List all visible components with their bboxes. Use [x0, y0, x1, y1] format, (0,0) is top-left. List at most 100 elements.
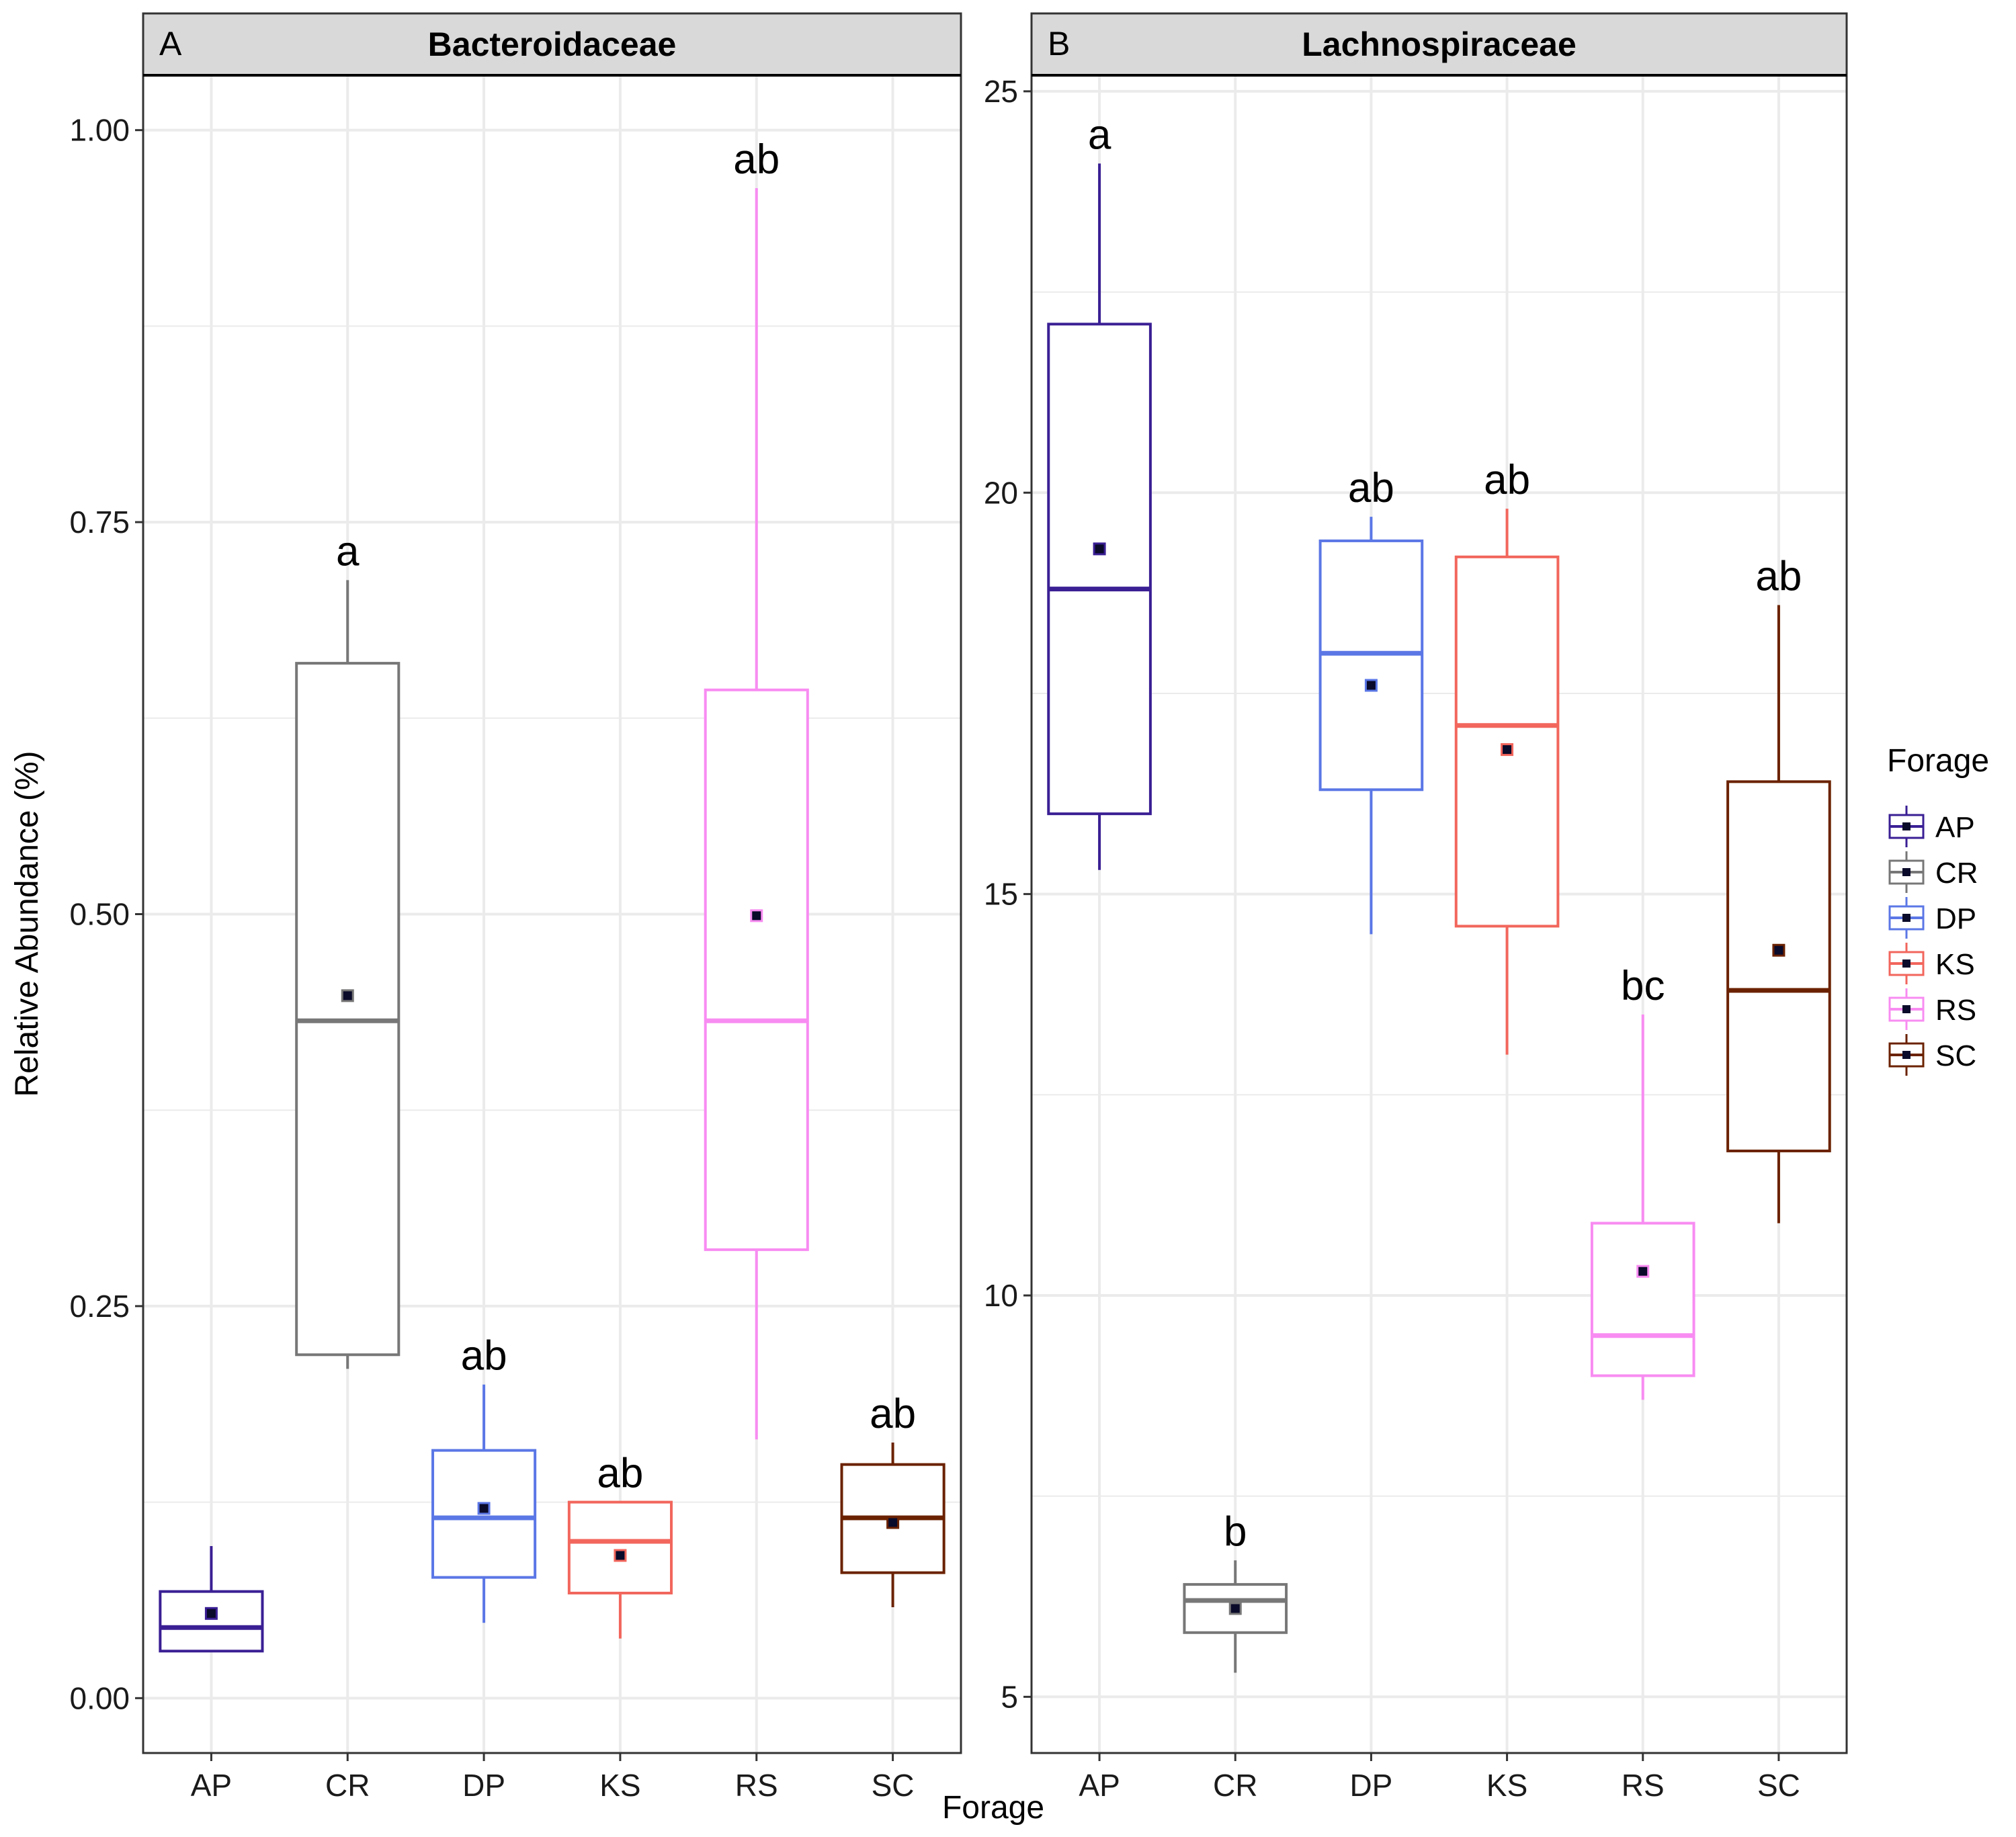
strip-background	[1030, 12, 1848, 77]
x-tick-label: DP	[1349, 1768, 1392, 1803]
box-sc: ab	[840, 1391, 946, 1607]
box-iqr	[1318, 539, 1424, 792]
box-dp: ab	[431, 1333, 537, 1623]
panel-title: Bacteroidaceae	[428, 26, 677, 63]
box-iqr	[704, 688, 809, 1251]
legend-entry-cr: CR	[1888, 851, 1978, 893]
y-tick-label: 25	[984, 74, 1018, 109]
x-tick-label: KS	[1486, 1768, 1527, 1803]
mean-point	[1772, 943, 1786, 957]
legend-entry-sc: SC	[1888, 1034, 1976, 1076]
legend-label: SC	[1935, 1039, 1976, 1072]
mean-point	[341, 989, 354, 1002]
box-iqr	[1726, 780, 1831, 1152]
legend-entry-ap: AP	[1888, 806, 1975, 847]
plot-background	[1032, 75, 1847, 1753]
legend-entry-rs: RS	[1888, 988, 1976, 1030]
x-tick-label: SC	[1757, 1768, 1800, 1803]
legend-key-point	[1902, 1005, 1910, 1013]
panel-tag: B	[1048, 25, 1070, 62]
x-axis-title: Forage	[942, 1790, 1044, 1826]
mean-point	[750, 909, 763, 923]
box-ap	[159, 1545, 264, 1653]
y-tick-label: 0.00	[69, 1680, 130, 1715]
mean-point	[1364, 679, 1378, 692]
y-tick-label: 15	[984, 877, 1018, 912]
x-tick-label: CR	[1213, 1768, 1257, 1803]
box-ks: ab	[1454, 457, 1560, 1055]
mean-point	[1228, 1602, 1242, 1615]
y-tick-label: 0.25	[69, 1289, 130, 1324]
significance-letter: ab	[461, 1333, 507, 1379]
panel-tag: A	[159, 25, 182, 62]
legend-key-point	[1902, 914, 1910, 922]
y-tick-label: 0.50	[69, 897, 130, 932]
mean-point	[1093, 542, 1106, 556]
significance-letter: a	[336, 528, 360, 574]
box-iqr	[159, 1590, 264, 1653]
box-sc: ab	[1726, 554, 1831, 1224]
significance-letter: ab	[870, 1391, 916, 1437]
x-tick-label: RS	[1622, 1768, 1665, 1803]
significance-letter: ab	[733, 136, 780, 183]
box-iqr	[1454, 555, 1560, 928]
box-iqr	[1047, 323, 1152, 816]
strip-background	[142, 12, 962, 77]
x-tick-label: CR	[325, 1768, 370, 1803]
x-tick-label: AP	[1079, 1768, 1120, 1803]
panels: aababababBacteroidaceaeA0.000.250.500.75…	[69, 12, 1848, 1803]
box-cr: b	[1183, 1508, 1288, 1673]
mean-point	[1501, 743, 1514, 757]
significance-letter: ab	[1484, 457, 1530, 503]
box-cr: a	[295, 528, 401, 1369]
mean-point	[614, 1549, 627, 1562]
y-tick-label: 10	[984, 1278, 1018, 1313]
legend-key-point	[1902, 822, 1910, 830]
significance-letter: a	[1088, 112, 1111, 158]
panel-a: a ab ab ab ab Bacteroidaceae A 0.00 0.25 0.50 0.75…	[69, 12, 962, 1803]
box-ap: a	[1047, 112, 1152, 870]
box-iqr	[567, 1500, 673, 1594]
legend-label: KS	[1935, 948, 1975, 981]
y-tick-label: 5	[1001, 1679, 1018, 1714]
y-tick-label: 1.00	[69, 113, 130, 148]
box-rs: ab	[704, 136, 809, 1440]
x-tick-label: KS	[599, 1768, 640, 1803]
y-axis-title: Relative Abundance (%)	[9, 751, 45, 1097]
legend-entry-dp: DP	[1888, 897, 1976, 939]
legend-key-point	[1902, 959, 1910, 968]
panel-title: Lachnospiraceae	[1302, 26, 1577, 63]
y-tick-label: 0.75	[69, 505, 130, 540]
box-iqr	[1590, 1222, 1695, 1377]
legend-label: CR	[1935, 857, 1978, 890]
box-iqr	[431, 1449, 537, 1579]
legend-entry-ks: KS	[1888, 943, 1975, 984]
legend-key-point	[1902, 868, 1910, 876]
significance-letter: ab	[597, 1451, 643, 1497]
significance-letter: bc	[1621, 963, 1665, 1009]
mean-point	[1636, 1265, 1650, 1278]
x-tick-label: RS	[735, 1768, 778, 1803]
mean-point	[886, 1516, 900, 1529]
box-iqr	[295, 662, 401, 1357]
legend-label: RS	[1935, 994, 1976, 1027]
legend: Forage AP CR DP KS RS SC	[1887, 743, 1989, 1076]
legend-title: Forage	[1887, 743, 1989, 779]
mean-point	[477, 1502, 491, 1515]
box-rs: bc	[1590, 963, 1695, 1400]
legend-label: AP	[1935, 811, 1975, 844]
mean-point	[204, 1607, 218, 1620]
x-tick-label: SC	[872, 1768, 915, 1803]
significance-letter: ab	[1348, 465, 1394, 511]
y-tick-label: 20	[984, 475, 1018, 510]
x-tick-label: DP	[462, 1768, 505, 1803]
legend-label: DP	[1935, 902, 1976, 935]
legend-key-point	[1902, 1051, 1910, 1059]
significance-letter: ab	[1755, 554, 1802, 600]
x-tick-label: AP	[191, 1768, 232, 1803]
significance-letter: b	[1224, 1508, 1247, 1555]
box-ks: ab	[567, 1451, 673, 1639]
box-dp: ab	[1318, 465, 1424, 935]
